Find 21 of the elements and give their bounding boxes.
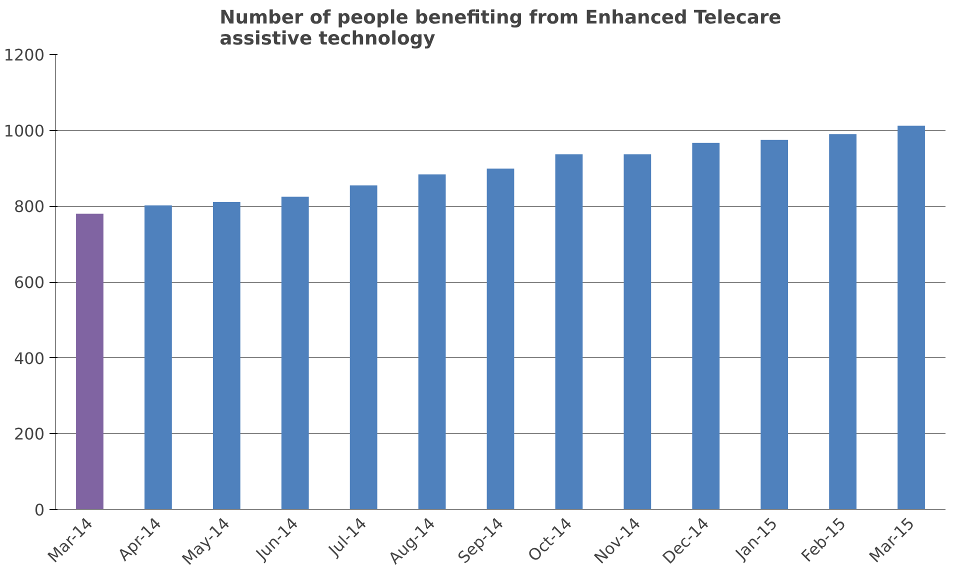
y-tick-label: 0 [34,500,45,520]
bar [624,154,652,510]
bar [692,142,720,510]
bar [898,126,925,510]
bar [486,168,514,510]
bar [144,205,172,510]
y-tick-label: 1200 [4,46,44,64]
bar [418,174,446,510]
y-tick-label: 1000 [4,121,44,140]
y-tick-label: 800 [14,197,45,216]
bar [281,196,309,510]
bar [555,154,583,510]
y-tick-label: 600 [14,273,45,292]
bar [212,202,240,510]
bar [760,140,788,510]
bar [76,214,104,510]
chart-title: Number of people benefiting from Enhanced Telecare assistive technology [220,8,782,50]
y-tick-label: 400 [14,348,45,368]
y-tick-label: 200 [14,424,45,444]
bar [350,185,378,510]
bar [829,134,856,510]
